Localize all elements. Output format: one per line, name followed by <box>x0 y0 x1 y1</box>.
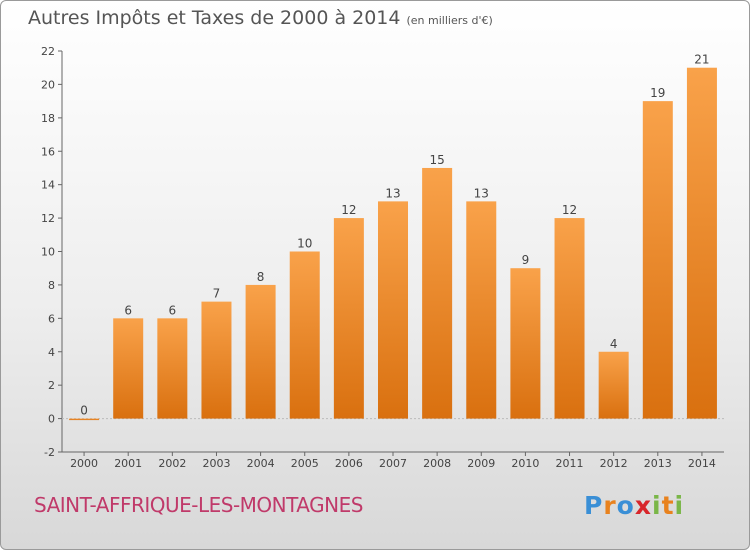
logo-letter: P <box>584 491 604 520</box>
y-tick-label: 18 <box>41 112 55 125</box>
bar-value-label: 13 <box>385 186 400 200</box>
x-tick-label: 2001 <box>114 457 142 470</box>
x-tick-label: 2013 <box>644 457 672 470</box>
bar-2006 <box>333 218 364 419</box>
bar-value-label: 0 <box>80 404 88 418</box>
y-tick-label: 14 <box>41 179 55 192</box>
bar-value-label: 7 <box>213 287 221 301</box>
bar-value-label: 8 <box>257 270 265 284</box>
x-tick-label: 2008 <box>423 457 451 470</box>
bar-2008 <box>422 167 453 419</box>
bar-value-label: 6 <box>169 303 177 317</box>
x-tick-label: 2004 <box>247 457 275 470</box>
logo-letter: x <box>634 491 652 520</box>
x-tick-label: 2007 <box>379 457 407 470</box>
x-tick-label: 2000 <box>70 457 98 470</box>
x-tick-label: 2003 <box>202 457 230 470</box>
chart-bars: 0 6 6 7 8 10 12 13 15 13 9 12 4 19 21 <box>69 53 717 421</box>
bar-value-label: 6 <box>124 303 132 317</box>
x-tick-label: 2010 <box>511 457 539 470</box>
bar-value-label: 12 <box>341 203 356 217</box>
bar-2010 <box>510 268 541 419</box>
bar-2009 <box>466 201 497 419</box>
bar-value-label: 10 <box>297 237 312 251</box>
bar-2003 <box>201 301 232 419</box>
logo-letter: r <box>603 491 617 520</box>
x-tick-label: 2006 <box>335 457 363 470</box>
x-tick-label: 2002 <box>158 457 186 470</box>
bar-value-label: 4 <box>610 337 618 351</box>
bar-value-label: 9 <box>522 253 530 267</box>
y-tick-label: 4 <box>48 346 55 359</box>
proxiti-logo: Proxiti <box>584 491 684 520</box>
bar-2013 <box>642 101 673 419</box>
bar-2002 <box>157 318 188 419</box>
logo-letter: t <box>661 491 675 520</box>
chart-title-text: Autres Impôts et Taxes de 2000 à 2014 <box>28 7 401 29</box>
y-tick-label: 6 <box>48 312 55 325</box>
bar-2000 <box>69 418 100 421</box>
x-tick-label: 2012 <box>600 457 628 470</box>
y-tick-label: 2 <box>48 379 55 392</box>
x-tick-label: 2011 <box>556 457 584 470</box>
logo-letter: i <box>674 491 685 520</box>
x-tick-label: 2014 <box>688 457 716 470</box>
bar-2014 <box>686 67 717 419</box>
y-tick-label: 22 <box>41 45 55 58</box>
bar-2001 <box>113 318 144 419</box>
y-tick-label: 12 <box>41 212 55 225</box>
logo-letter: i <box>652 491 662 520</box>
logo-letter: o <box>616 491 635 520</box>
bar-value-label: 13 <box>474 186 489 200</box>
x-tick-label: 2009 <box>467 457 495 470</box>
y-tick-label: 10 <box>41 246 55 259</box>
x-tick-label: 2005 <box>291 457 319 470</box>
chart-unit: (en milliers d'€) <box>406 14 493 27</box>
chart-axes: -2 0 2 4 6 8 10 12 14 16 18 20 22 2000 2001 2002 2003 200… <box>41 45 724 470</box>
bar-2011 <box>554 218 585 419</box>
bar-2005 <box>289 251 320 419</box>
y-tick-label: 20 <box>41 78 55 91</box>
y-tick-label: -2 <box>44 446 55 459</box>
y-tick-label: 8 <box>48 279 55 292</box>
y-tick-label: 16 <box>41 145 55 158</box>
bar-2007 <box>378 201 408 419</box>
bar-2004 <box>245 284 276 419</box>
bar-value-label: 15 <box>429 153 444 167</box>
bar-2012 <box>598 351 629 419</box>
y-tick-label: 0 <box>48 413 55 426</box>
bar-value-label: 19 <box>650 86 665 100</box>
city-name: SAINT-AFFRIQUE-LES-MONTAGNES <box>34 493 363 517</box>
bar-value-label: 21 <box>694 53 709 67</box>
chart-title: Autres Impôts et Taxes de 2000 à 2014 (en… <box>28 7 493 29</box>
bar-value-label: 12 <box>562 203 577 217</box>
